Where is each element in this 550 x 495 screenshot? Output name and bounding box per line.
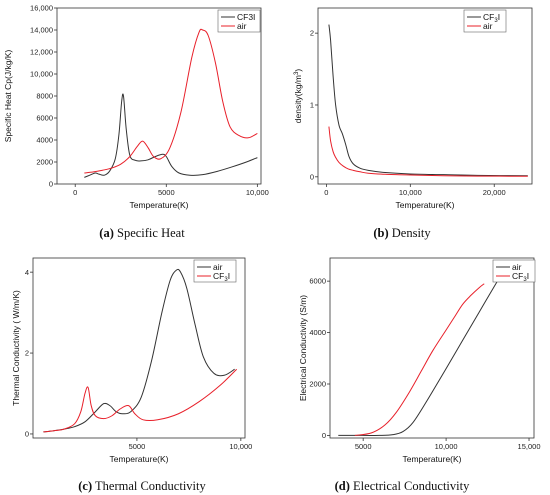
- legend-name: CF: [213, 271, 224, 281]
- series-line-0: [338, 273, 503, 436]
- plot-frame: [329, 257, 535, 439]
- caption-text: Thermal Conductivity: [92, 479, 206, 493]
- legend-name: air: [512, 262, 522, 272]
- legend-name: air: [237, 21, 247, 31]
- y-tick-label: 2000: [36, 158, 53, 167]
- legend-entry-0: CF3I: [483, 12, 500, 24]
- legend-name-tail: I: [527, 271, 529, 281]
- y-tick-label: 14,000: [30, 26, 53, 35]
- series-line-1: [328, 126, 528, 177]
- x-tick-label: 15,000: [518, 442, 541, 451]
- y-tick-label: 6000: [309, 277, 326, 286]
- y-tick-label: 4: [25, 268, 29, 277]
- y-tick-label: 0: [310, 172, 314, 181]
- y-tick-label: 0: [25, 430, 29, 439]
- y-axis-label-sup: 3: [294, 71, 300, 75]
- y-axis-label-main: Specific Heat Cp(J/kg/K): [3, 50, 13, 143]
- legend-entry-0: air: [512, 262, 522, 272]
- caption-letter: (b): [373, 226, 388, 240]
- x-tick-label: 5000: [355, 442, 372, 451]
- y-tick-label: 2: [310, 29, 314, 38]
- x-tick-label: 10,000: [399, 188, 422, 197]
- x-tick-label: 10,000: [246, 188, 269, 197]
- x-axis-label: Temperature(K): [402, 454, 461, 464]
- y-axis-label-main: Electrical Conductivity (S/m): [298, 295, 308, 401]
- y-tick-label: 4000: [36, 136, 53, 145]
- caption-text: Specific Heat: [114, 226, 185, 240]
- chart-3: 5000 10,000 15,000 0 2000 4000 6000 Temperature…: [298, 257, 541, 493]
- y-tick-label: 6000: [36, 114, 53, 123]
- legend-name-tail: I: [228, 271, 230, 281]
- y-axis-label: Specific Heat Cp(J/kg/K): [3, 50, 13, 143]
- y-tick-label: 16,000: [30, 4, 53, 13]
- y-axis-label: Thermal Conductivity ( W/m/K): [11, 290, 21, 406]
- y-axis-label: density(kg/m3): [293, 69, 303, 124]
- plot-frame: [32, 257, 246, 439]
- legend-name-sub: 3: [494, 18, 498, 24]
- y-tick-label: 2: [25, 349, 29, 358]
- caption-letter: (c): [78, 479, 92, 493]
- y-tick-label: 8000: [36, 92, 53, 101]
- chart-2: 5000 10,000 0 2 4 Temperature(K) Thermal Condu…: [11, 257, 252, 493]
- legend-entry-1: CF3I: [512, 271, 529, 283]
- caption-letter: (a): [99, 226, 114, 240]
- x-axis-label: Temperature(K): [129, 200, 188, 210]
- y-axis-label-main: density(kg/m: [293, 75, 303, 123]
- panel-caption: (d) Electrical Conductivity: [335, 479, 470, 493]
- series-line-1: [43, 368, 238, 433]
- x-tick-label: 5000: [129, 442, 146, 451]
- y-axis-label: Electrical Conductivity (S/m): [298, 295, 308, 401]
- y-axis-label-tail: ): [293, 69, 303, 72]
- legend-name: air: [213, 262, 223, 272]
- legend-entry-1: air: [483, 21, 493, 31]
- plot-frame: [317, 7, 533, 185]
- x-tick-label: 20,000: [483, 188, 506, 197]
- series-line-0: [84, 93, 258, 178]
- y-tick-label: 2000: [309, 380, 326, 389]
- legend-entry-1: air: [237, 21, 247, 31]
- y-tick-label: 0: [322, 431, 326, 440]
- series-line-0: [328, 24, 528, 177]
- chart-1: 0 10,000 20,000 0 1 2 Temperature(K) density(kg…: [293, 7, 533, 240]
- y-tick-label: 10,000: [30, 70, 53, 79]
- series-line-0: [43, 268, 235, 433]
- legend-name-tail: I: [498, 12, 500, 22]
- legend-name: CF: [483, 12, 494, 22]
- caption-text: Density: [389, 226, 432, 240]
- caption-text: Electrical Conductivity: [350, 479, 470, 493]
- series-line-1: [354, 283, 485, 436]
- x-axis-label: Temperature(K): [395, 200, 454, 210]
- legend-name: CF3I: [237, 12, 255, 22]
- legend-entry-1: CF3I: [213, 271, 230, 283]
- x-tick-label: 10,000: [435, 442, 458, 451]
- legend-name: CF: [512, 271, 523, 281]
- panel-caption: (c) Thermal Conductivity: [78, 479, 206, 493]
- series-line-1: [84, 28, 258, 174]
- y-tick-label: 4000: [309, 328, 326, 337]
- plot-frame: [56, 7, 262, 185]
- legend-entry-0: CF3I: [237, 12, 255, 22]
- panel-caption: (b) Density: [373, 226, 431, 240]
- y-tick-label: 12,000: [30, 48, 53, 57]
- chart-0: 0 5000 10,000 0 2000 4000 6000 8000 10,000 12,000…: [3, 4, 269, 240]
- y-tick-label: 0: [49, 180, 53, 189]
- x-tick-label: 0: [324, 188, 328, 197]
- panel-caption: (a) Specific Heat: [99, 226, 185, 240]
- legend-entry-0: air: [213, 262, 223, 272]
- x-tick-label: 0: [73, 188, 77, 197]
- y-axis-label-main: Thermal Conductivity ( W/m/K): [11, 290, 21, 406]
- legend-name-sub: 3: [224, 277, 228, 283]
- x-axis-label: Temperature(K): [109, 454, 168, 464]
- x-tick-label: 5000: [158, 188, 175, 197]
- caption-letter: (d): [335, 479, 350, 493]
- legend-name: air: [483, 21, 493, 31]
- x-tick-label: 10,000: [229, 442, 252, 451]
- legend-name-sub: 3: [523, 277, 527, 283]
- y-tick-label: 1: [310, 101, 314, 110]
